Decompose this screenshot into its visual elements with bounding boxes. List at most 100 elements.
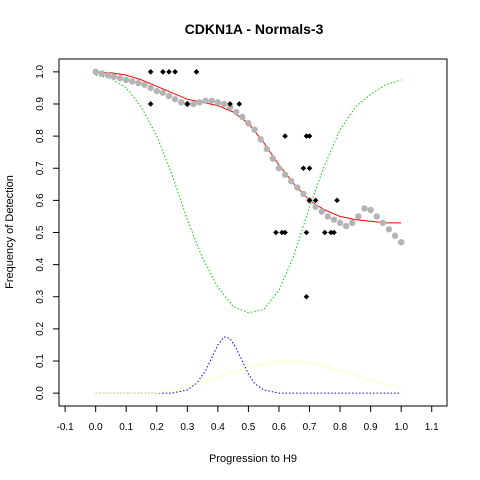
series-line-3	[95, 336, 402, 394]
smoothed-point	[196, 99, 203, 106]
smoothed-point	[355, 213, 362, 220]
observed-point	[306, 165, 313, 172]
observed-point	[147, 69, 154, 75]
observed-point	[166, 69, 172, 75]
smoothed-point	[361, 205, 368, 212]
smoothed-point	[251, 126, 258, 133]
smoothed-point	[129, 78, 136, 85]
observed-point	[160, 69, 166, 75]
smoothed-point	[220, 100, 228, 108]
y-tick-label: 0.3	[35, 289, 46, 303]
observed-point	[279, 229, 285, 236]
x-tick-label: 0.5	[241, 422, 255, 433]
smoothed-point	[397, 238, 405, 246]
y-axis: 0.0 0.1 0.2 0.3 0.4 0.5 0.6 0.7 0.8 0.9 1.0	[35, 64, 59, 400]
smoothed-point	[110, 73, 118, 80]
smoothed-point	[171, 95, 179, 103]
smoothed-point	[116, 75, 124, 82]
y-tick-label: 0.0	[35, 386, 46, 400]
smoothed-point	[159, 89, 167, 96]
observed-point	[306, 133, 313, 139]
smoothed-point	[385, 226, 393, 233]
observed-point	[147, 101, 154, 107]
smoothed-point	[147, 84, 154, 92]
observed-point	[303, 229, 310, 236]
observed-point	[321, 229, 328, 236]
smoothed-point	[367, 206, 374, 214]
smoothed-point	[190, 100, 197, 108]
smoothed-point	[300, 190, 307, 198]
observed-point	[172, 69, 178, 75]
observed-point	[227, 101, 233, 107]
x-tick-label: 0.7	[303, 422, 317, 433]
observed-point	[236, 101, 243, 107]
observed-point	[334, 197, 340, 204]
observed-point	[184, 101, 191, 107]
smoothed-point	[208, 97, 215, 104]
y-tick-label: 0.9	[35, 97, 46, 111]
y-tick-label: 0.8	[35, 129, 46, 143]
observed-point	[300, 165, 307, 172]
smoothed-point	[257, 136, 264, 143]
smoothed-point	[281, 171, 289, 178]
smoothed-point	[373, 213, 380, 220]
smoothed-point	[263, 145, 270, 153]
y-axis-label: Frequency of Detection	[4, 175, 16, 289]
x-tick-label: 0.9	[364, 422, 378, 433]
smoothed-point	[232, 108, 240, 116]
observed-points	[147, 69, 340, 300]
smoothed-point	[312, 203, 319, 210]
x-tick-label: 0.1	[119, 422, 133, 433]
smoothed-point	[342, 222, 350, 230]
observed-point	[303, 293, 310, 300]
x-tick-label: 1.1	[425, 422, 439, 433]
series-line-2	[95, 74, 402, 314]
smoothed-point	[245, 120, 252, 127]
smoothed-point	[92, 68, 99, 76]
series-line-4	[95, 360, 402, 394]
x-axis: -0.1 0.0 0.1 0.2 0.3 0.4 0.5 0.6 0.7 0.8 0.9 1.0 1.1	[56, 406, 439, 433]
x-tick-label: 1.0	[394, 422, 408, 433]
smoothed-point	[324, 213, 332, 220]
x-tick-label: 0.3	[180, 422, 194, 433]
observed-point	[273, 229, 279, 236]
smoothed-point	[269, 155, 277, 162]
x-tick-label: 0.4	[211, 422, 225, 433]
smoothed-point	[98, 70, 105, 77]
observed-point	[331, 229, 337, 236]
x-tick-label: 0.0	[89, 422, 103, 433]
observed-point	[328, 229, 334, 236]
smoothed-point	[141, 81, 148, 88]
smoothed-point	[391, 232, 399, 239]
observed-point	[282, 133, 288, 139]
y-tick-label: 0.7	[35, 161, 46, 175]
x-tick-label: 0.2	[150, 422, 164, 433]
smoothed-point	[294, 184, 301, 191]
smoothed-point	[214, 99, 222, 106]
smoothed-point	[135, 79, 142, 87]
smoothed-point	[330, 216, 338, 223]
observed-point	[312, 197, 319, 204]
smoothed-point	[165, 92, 173, 100]
observed-point	[303, 133, 310, 139]
y-tick-label: 0.4	[35, 257, 46, 271]
smoothed-point	[104, 71, 112, 79]
x-axis-label: Progression to H9	[209, 453, 297, 465]
observed-point	[193, 69, 200, 75]
smoothed-point	[178, 99, 185, 106]
smoothed-point	[287, 177, 295, 185]
y-tick-label: 0.1	[35, 354, 46, 368]
smoothed-point	[318, 208, 325, 215]
smoothed-point	[153, 87, 160, 95]
smoothed-points	[92, 68, 405, 246]
y-tick-label: 0.6	[35, 193, 46, 207]
x-tick-label: -0.1	[56, 422, 74, 433]
smoothed-point	[123, 76, 130, 84]
smoothed-point	[336, 219, 344, 227]
smoothed-point	[202, 97, 209, 104]
smoothed-point	[226, 103, 234, 111]
smoothed-point	[379, 219, 387, 227]
chart-title: CDKN1A - Normals-3	[185, 21, 324, 37]
